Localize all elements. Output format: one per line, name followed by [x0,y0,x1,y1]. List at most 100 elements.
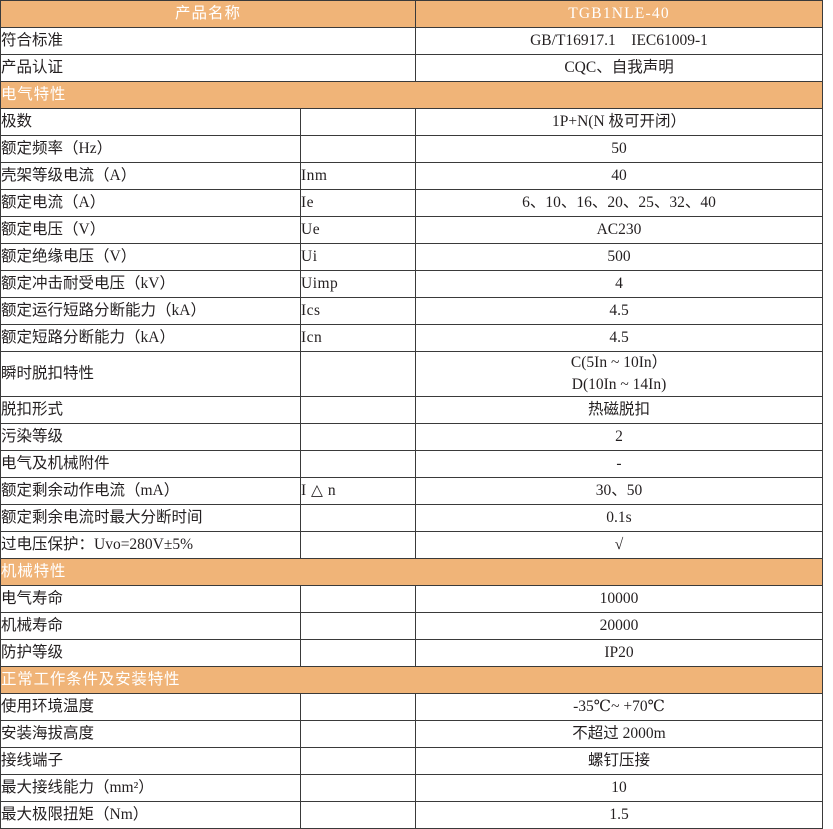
row-value: 40 [415,162,824,190]
row-parameter-label: 壳架等级电流（A） [0,162,301,190]
table-row: 安装海拔高度 不超过 2000m [0,719,824,748]
row-symbol-label [299,719,417,748]
row-value: 热磁脱扣 [415,395,824,424]
row-parameter-label: 电气及机械附件 [0,449,301,478]
table-row: 额定频率（Hz） 50 [0,135,824,163]
table-row: 最大极限扭矩（Nm） 1.5 [0,800,824,829]
row-parameter-label: 安装海拔高度 [0,719,301,748]
row-symbol-label [299,611,417,640]
row-symbol-label [299,351,417,397]
row-parameter-label: 瞬时脱扣特性 [0,351,301,397]
row-symbol-label [299,422,417,451]
row-parameter-label: 额定频率（Hz） [0,135,301,163]
row-symbol-label [299,800,417,829]
row-value: 4.5 [415,324,824,352]
row-parameter-label: 防护等级 [0,638,301,667]
row-parameter-label: 机械寿命 [0,611,301,640]
row-value: 10000 [415,584,824,613]
row-symbol-label [299,135,417,163]
row-parameter-label: 电气寿命 [0,584,301,613]
table-row: 额定剩余电流时最大分断时间 0.1s [0,503,824,532]
table-row: 额定电压（V） Ue AC230 [0,216,824,244]
row-parameter-label: 额定短路分断能力（kA） [0,324,301,352]
section-title: 机械特性 [0,557,824,586]
row-symbol-label: Ics [299,297,417,325]
row-parameter-label: 产品认证 [0,54,417,82]
table-row: 额定剩余动作电流（mA） I △ n 30、50 [0,476,824,505]
section-title: 正常工作条件及安装特性 [0,665,824,694]
table-row: 机械寿命 20000 [0,611,824,640]
row-parameter-label: 脱扣形式 [0,395,301,424]
table-row: 额定冲击耐受电压（kV） Uimp 4 [0,270,824,298]
row-value: 20000 [415,611,824,640]
row-symbol-label [299,395,417,424]
row-value: GB/T16917.1 IEC61009-1 [415,27,824,55]
row-value: -35℃~ +70℃ [415,692,824,721]
table-row: 污染等级 2 [0,422,824,451]
header-model-name: TGB1NLE-40 [415,0,824,28]
table-row: 过电压保护：Uvo=280V±5% √ [0,530,824,559]
row-value: 4 [415,270,824,298]
row-value: IP20 [415,638,824,667]
table-row: 接线端子 螺钉压接 [0,746,824,775]
row-value: 10 [415,773,824,802]
row-parameter-label: 极数 [0,108,301,136]
row-symbol-label [299,746,417,775]
row-symbol-label [299,638,417,667]
row-symbol-label [299,584,417,613]
row-parameter-label: 最大极限扭矩（Nm） [0,800,301,829]
row-symbol-label [299,530,417,559]
table-row: 壳架等级电流（A） Inm 40 [0,162,824,190]
table-header-row: 产品名称 TGB1NLE-40 [0,0,824,28]
row-symbol-label: Ue [299,216,417,244]
row-parameter-label: 额定电流（A） [0,189,301,217]
row-symbol-label: Inm [299,162,417,190]
table-row: 额定电流（A） Ie 6、10、16、20、25、32、40 [0,189,824,217]
row-symbol-label: Ui [299,243,417,271]
row-value: - [415,449,824,478]
row-parameter-label: 额定剩余动作电流（mA） [0,476,301,505]
row-parameter-label: 额定运行短路分断能力（kA） [0,297,301,325]
row-value: C(5In ~ 10In） D(10In ~ 14In) [415,351,824,397]
row-symbol-label: Uimp [299,270,417,298]
table-row: 符合标准 GB/T16917.1 IEC61009-1 [0,27,824,55]
row-symbol-label: Ie [299,189,417,217]
row-symbol-label [299,692,417,721]
table-row: 使用环境温度 -35℃~ +70℃ [0,692,824,721]
row-parameter-label: 过电压保护：Uvo=280V±5% [0,530,301,559]
table-row: 额定绝缘电压（V） Ui 500 [0,243,824,271]
row-value-line-1: C(5In ~ 10In） [570,354,668,371]
row-value-line-2: D(10In ~ 14In) [571,375,667,393]
table-row: 电气及机械附件 - [0,449,824,478]
table-row: 极数 1P+N(N 极可开闭） [0,108,824,136]
row-symbol-label [299,449,417,478]
row-parameter-label: 符合标准 [0,27,417,55]
table-row: 额定运行短路分断能力（kA） Ics 4.5 [0,297,824,325]
row-parameter-label: 额定电压（V） [0,216,301,244]
section-title: 电气特性 [0,81,824,109]
row-value: CQC、自我声明 [415,54,824,82]
section-header-row: 电气特性 [0,81,824,109]
row-value: 6、10、16、20、25、32、40 [415,189,824,217]
section-header-row: 正常工作条件及安装特性 [0,665,824,694]
table-row: 瞬时脱扣特性 C(5In ~ 10In） D(10In ~ 14In) [0,351,824,397]
table-row: 防护等级 IP20 [0,638,824,667]
row-value: 螺钉压接 [415,746,824,775]
table-row: 电气寿命 10000 [0,584,824,613]
row-value: AC230 [415,216,824,244]
row-parameter-label: 接线端子 [0,746,301,775]
row-parameter-label: 额定剩余电流时最大分断时间 [0,503,301,532]
row-value: 2 [415,422,824,451]
row-value: 不超过 2000m [415,719,824,748]
row-value: √ [415,530,824,559]
table-row: 产品认证 CQC、自我声明 [0,54,824,82]
table-row: 脱扣形式 热磁脱扣 [0,395,824,424]
row-parameter-label: 额定绝缘电压（V） [0,243,301,271]
row-value: 500 [415,243,824,271]
row-symbol-label [299,503,417,532]
section-header-row: 机械特性 [0,557,824,586]
row-value: 1P+N(N 极可开闭） [415,108,824,136]
table-row: 最大接线能力（mm²） 10 [0,773,824,802]
